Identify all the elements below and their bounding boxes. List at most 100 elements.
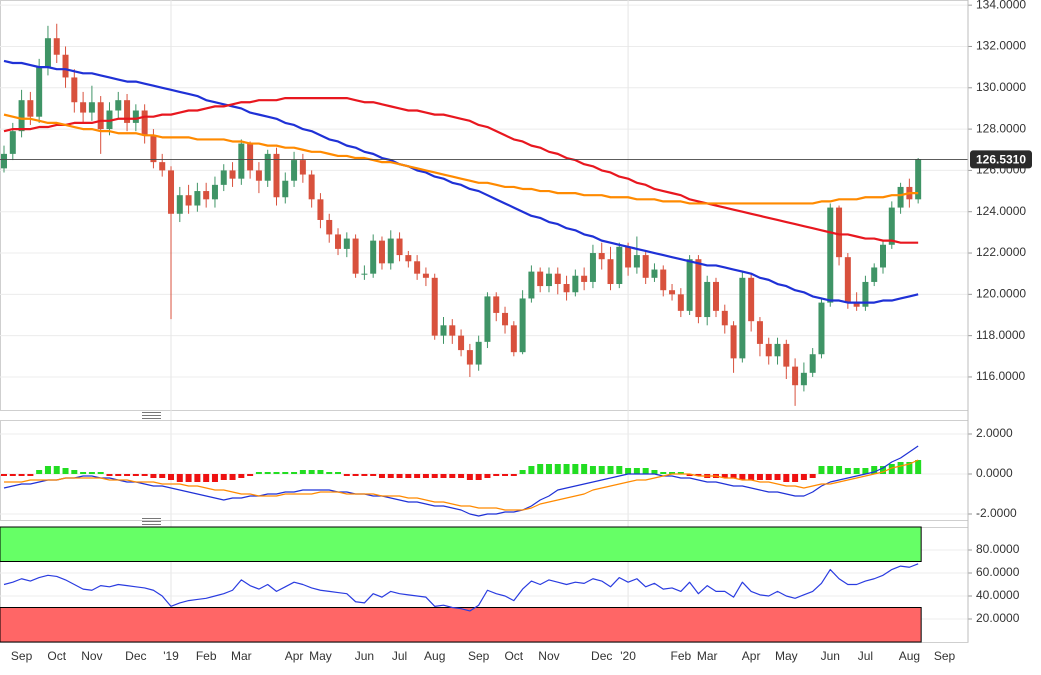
histogram-bar — [405, 474, 412, 478]
candle-body — [203, 191, 210, 200]
y-tick-label: 120.0000 — [976, 287, 1026, 301]
histogram-bar — [906, 462, 913, 474]
candle-body — [176, 195, 183, 214]
histogram-bar — [80, 472, 87, 474]
candle-body — [844, 257, 851, 303]
histogram-bar — [27, 474, 34, 476]
histogram-bar — [844, 468, 851, 474]
x-tick-label: Jul — [858, 649, 873, 663]
candle-body — [71, 77, 78, 103]
candle-body — [748, 277, 755, 322]
x-tick-label: Apr — [285, 649, 304, 663]
histogram-bar — [502, 474, 509, 476]
histogram-bar — [554, 464, 561, 474]
candle-body — [308, 174, 315, 200]
candle-body — [44, 38, 51, 68]
candle-body — [255, 170, 262, 181]
histogram-bar — [458, 474, 465, 478]
histogram-bar — [537, 464, 544, 474]
candle-body — [132, 110, 139, 123]
y-tick-label: 80.0000 — [976, 542, 1020, 556]
candle-body — [9, 131, 16, 154]
histogram-bar — [800, 474, 807, 480]
x-tick-label: Sep — [934, 649, 956, 663]
histogram-bar — [765, 474, 772, 480]
histogram-bar — [440, 474, 447, 478]
candle-body — [853, 302, 860, 307]
histogram-bar — [317, 470, 324, 474]
moving-average-line — [3, 113, 919, 205]
y-tick-label: 0.0000 — [976, 466, 1013, 480]
y-tick-label: -2.0000 — [976, 506, 1017, 520]
histogram-bar — [36, 470, 43, 474]
histogram-bar — [633, 468, 640, 474]
histogram-bar — [159, 474, 166, 478]
histogram-bar — [563, 464, 570, 474]
candle-body — [484, 296, 491, 342]
candle-body — [581, 275, 588, 282]
histogram-bar — [352, 474, 359, 476]
candle-body — [361, 273, 368, 275]
candle-body — [502, 312, 509, 326]
candle-body — [572, 275, 579, 293]
histogram-bar — [686, 474, 693, 476]
candle-body — [756, 321, 763, 344]
x-tick-label: Sep — [11, 649, 33, 663]
candle-body — [1, 153, 7, 169]
candle-body — [141, 110, 148, 136]
histogram-bar — [115, 474, 122, 476]
x-tick-label: Dec — [125, 649, 146, 663]
histogram-bar — [862, 468, 869, 474]
candle-body — [783, 343, 790, 367]
histogram-bar — [519, 470, 526, 474]
histogram-bar — [132, 474, 139, 476]
x-tick-label: Feb — [670, 649, 691, 663]
candle-body — [185, 195, 192, 206]
histogram-bar — [669, 472, 676, 474]
candle-body — [888, 207, 895, 245]
candle-body — [62, 54, 69, 78]
candle-body — [686, 259, 693, 311]
candle-body — [335, 234, 342, 249]
histogram-bar — [124, 474, 131, 476]
candle-body — [88, 102, 95, 113]
candle-body — [493, 296, 500, 313]
histogram-bar — [792, 474, 799, 482]
histogram-bar — [827, 466, 834, 474]
candle-body — [695, 259, 702, 318]
histogram-bar — [203, 474, 210, 482]
candle-body — [519, 298, 526, 353]
y-tick-label: 118.0000 — [976, 328, 1025, 342]
candle-body — [721, 310, 728, 326]
histogram-bar — [18, 474, 25, 476]
histogram-bar — [589, 466, 596, 474]
candle-body — [642, 255, 649, 278]
candle-body — [326, 219, 333, 235]
histogram-bar — [387, 474, 394, 478]
candle-body — [510, 325, 517, 353]
histogram-bar — [651, 470, 658, 474]
candle-body — [633, 255, 640, 268]
histogram-bar — [880, 466, 886, 474]
candle-body — [124, 100, 131, 123]
histogram-bar — [97, 472, 104, 474]
y-tick-label: 128.0000 — [976, 121, 1026, 135]
histogram-bar — [545, 464, 552, 474]
candle-body — [466, 350, 473, 365]
histogram-bar — [422, 474, 429, 478]
candle-body — [545, 273, 552, 287]
candle-body — [299, 160, 306, 175]
x-tick-label: Oct — [504, 649, 523, 663]
candle-body — [730, 325, 737, 359]
histogram-bar — [572, 464, 579, 474]
histogram-bar — [888, 464, 895, 474]
histogram-bar — [106, 474, 113, 476]
x-tick-label: '20 — [620, 649, 636, 663]
candle-body — [422, 273, 429, 278]
x-tick-label: Aug — [899, 649, 920, 663]
histogram-bar — [168, 474, 175, 480]
histogram-bar — [695, 474, 702, 476]
candle-body — [765, 343, 772, 357]
histogram-bar — [308, 470, 315, 474]
candle-body — [915, 159, 922, 200]
